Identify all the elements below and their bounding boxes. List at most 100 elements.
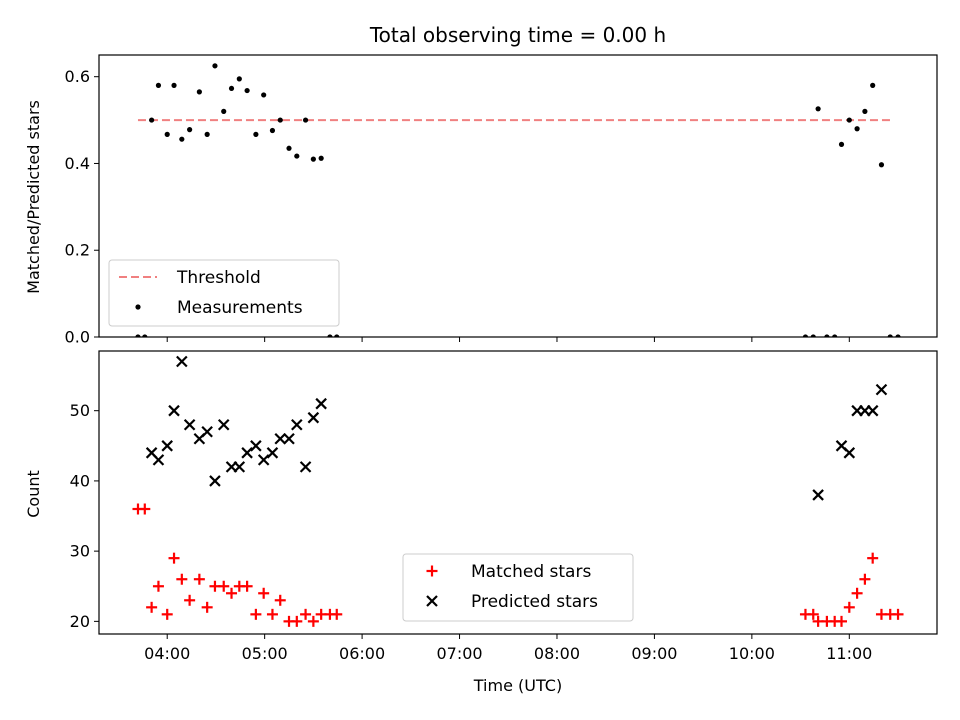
bottom-point-1-7-b bbox=[201, 425, 213, 438]
top-ytick-label-0: 0.0 bbox=[65, 328, 90, 347]
bottom-frame bbox=[98, 350, 938, 635]
top-point-0-10 bbox=[212, 63, 218, 69]
bottom-series-0 bbox=[132, 503, 904, 627]
top-point-0-37 bbox=[887, 334, 893, 337]
top-point-0-13 bbox=[236, 76, 242, 82]
bottom-point-1-24-b bbox=[843, 447, 856, 459]
bottom-point-0-15 bbox=[250, 608, 262, 620]
top-point-0-17 bbox=[269, 127, 276, 134]
bottom-point-1-16-b bbox=[274, 433, 287, 445]
bottom-point-1-3-b bbox=[168, 404, 180, 417]
bottom-point-1-8 bbox=[209, 475, 221, 487]
top-point-0-24 bbox=[327, 334, 333, 337]
top-ytick-label-1: 0.2 bbox=[65, 241, 90, 260]
bottom-point-0-8 bbox=[193, 573, 205, 585]
bottom-point-1-28 bbox=[875, 383, 888, 396]
top-point-0-7 bbox=[187, 127, 193, 133]
top-point-0-1 bbox=[142, 334, 148, 337]
top-point-0-3 bbox=[155, 82, 162, 88]
bottom-ytick-label-0: 20 bbox=[70, 612, 90, 631]
bottom-series-1 bbox=[145, 355, 888, 501]
bottom-point-0-4 bbox=[161, 608, 173, 620]
xtick-label-5: 09:00 bbox=[631, 644, 677, 663]
bottom-point-1-27-b bbox=[866, 404, 879, 417]
bottom-point-1-5 bbox=[183, 418, 196, 431]
bottom-point-1-14 bbox=[257, 454, 270, 466]
bottom-legend-box bbox=[402, 553, 634, 622]
top-point-0-0 bbox=[135, 334, 141, 337]
bottom-point-1-24 bbox=[843, 447, 856, 459]
bottom-point-0-1 bbox=[139, 503, 151, 515]
bottom-point-1-11-b bbox=[233, 461, 246, 473]
bottom-legend: Matched stars Predicted stars bbox=[402, 553, 634, 622]
bottom-legend-label-1: Predicted stars bbox=[471, 592, 598, 612]
chart-title: Total observing time = 0.00 h bbox=[369, 23, 666, 47]
top-point-0-5 bbox=[171, 82, 177, 88]
top-legend-box bbox=[108, 259, 340, 327]
bottom-point-0-11 bbox=[218, 580, 230, 592]
top-point-0-27 bbox=[810, 334, 816, 337]
bottom-point-0-3 bbox=[152, 580, 164, 592]
top-ytick-label-2: 0.4 bbox=[65, 154, 90, 173]
top-series-0 bbox=[135, 63, 901, 337]
bottom-ytick-label-3: 50 bbox=[70, 401, 90, 420]
bottom-point-1-17-b bbox=[283, 433, 295, 445]
bottom-point-1-19 bbox=[299, 461, 312, 473]
top-point-0-32 bbox=[846, 117, 852, 123]
bottom-point-1-22 bbox=[812, 489, 824, 501]
xtick-label-4: 08:00 bbox=[534, 644, 580, 663]
top-point-0-6 bbox=[179, 136, 185, 142]
bottom-point-1-20-b bbox=[307, 411, 320, 424]
top-ytick-label-3: 0.6 bbox=[65, 67, 90, 86]
bottom-point-0-35 bbox=[867, 552, 879, 564]
bottom-point-1-14-b bbox=[257, 454, 270, 466]
bottom-point-1-4 bbox=[176, 355, 188, 368]
bottom-point-1-20 bbox=[307, 411, 320, 424]
bottom-point-1-12 bbox=[241, 447, 253, 459]
top-point-0-29 bbox=[824, 334, 830, 337]
bottom-point-0-25 bbox=[331, 608, 343, 620]
bottom-point-0-17 bbox=[266, 608, 278, 620]
top-data bbox=[135, 63, 901, 337]
top-point-0-14 bbox=[244, 87, 250, 94]
top-legend: Threshold Measurements bbox=[108, 259, 340, 327]
xtick-label-0: 04:00 bbox=[144, 644, 190, 663]
bottom-point-1-22-b bbox=[812, 489, 824, 501]
top-point-0-33 bbox=[854, 126, 860, 132]
top-point-0-30 bbox=[832, 334, 838, 337]
bottom-point-1-0-b bbox=[145, 447, 158, 459]
top-point-0-16 bbox=[261, 92, 267, 98]
bottom-point-1-2-b bbox=[161, 440, 173, 452]
bottom-point-1-11 bbox=[233, 461, 246, 473]
bottom-point-0-22 bbox=[307, 615, 319, 627]
top-point-0-4 bbox=[164, 131, 170, 137]
bottom-point-1-3 bbox=[168, 404, 180, 417]
bottom-point-1-28-b bbox=[875, 383, 888, 396]
top-point-0-36 bbox=[878, 162, 885, 168]
top-point-0-38 bbox=[895, 334, 901, 337]
bottom-point-1-8-b bbox=[209, 475, 221, 487]
bottom-point-0-12 bbox=[226, 587, 238, 599]
bottom-point-1-19-b bbox=[299, 461, 312, 473]
bottom-point-0-32 bbox=[843, 601, 855, 613]
bottom-legend-handle-1-b bbox=[426, 595, 438, 607]
bottom-data bbox=[132, 355, 904, 627]
bottom-point-1-21-b bbox=[315, 397, 327, 410]
top-ylabel: Matched/Predicted stars bbox=[24, 100, 43, 294]
bottom-point-0-31 bbox=[836, 615, 848, 627]
bottom-point-1-16 bbox=[274, 433, 287, 445]
top-point-0-23 bbox=[318, 155, 324, 161]
xtick-label-3: 07:00 bbox=[436, 644, 482, 663]
bottom-point-0-34 bbox=[859, 573, 871, 585]
top-panel: Matched/Predicted stars 0.0 0.2 0.4 0.6 Thre… bbox=[24, 54, 938, 347]
top-point-0-9 bbox=[204, 131, 210, 137]
bottom-ylabel: Count bbox=[24, 470, 43, 518]
bottom-point-1-17 bbox=[283, 433, 295, 445]
bottom-point-1-18-b bbox=[291, 418, 303, 431]
bottom-panel: Count 20 30 40 50 04:00 05:00 06:00 07:00 08:00 0… bbox=[24, 350, 938, 663]
bottom-point-0-27 bbox=[807, 608, 819, 620]
top-point-0-25 bbox=[334, 334, 340, 337]
top-legend-label-0: Threshold bbox=[176, 268, 261, 288]
bottom-point-0-5 bbox=[168, 552, 180, 564]
